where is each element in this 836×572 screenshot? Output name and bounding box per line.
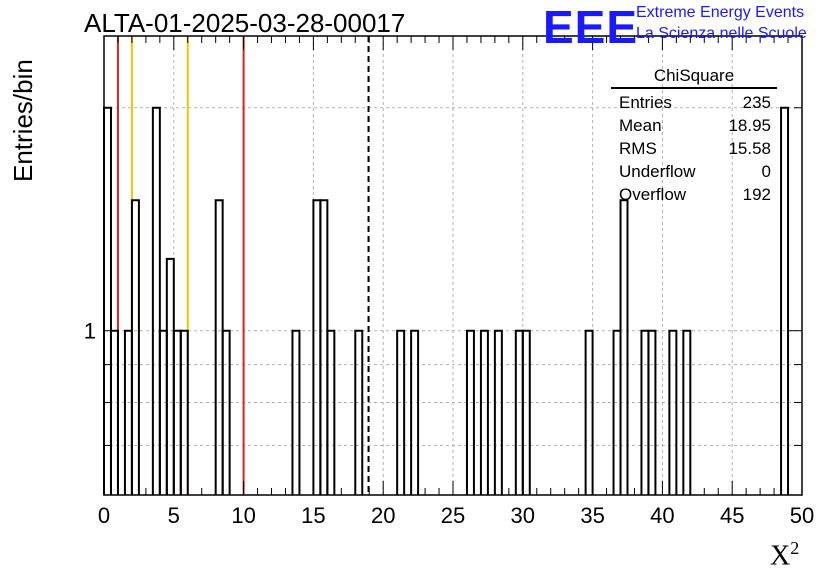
y-tick-label: 1	[84, 319, 96, 344]
x-axis-title-superscript: 2	[790, 538, 800, 558]
logo-text-line1: Extreme Energy Events	[636, 4, 805, 21]
x-tick-label: 40	[650, 503, 674, 528]
histogram-bin	[640, 329, 650, 495]
stats-label: Overflow	[619, 185, 687, 204]
histogram-bin	[493, 329, 503, 495]
stats-row-underflow: Underflow 0	[611, 160, 777, 183]
x-tick-label: 15	[301, 503, 325, 528]
x-tick-label: 20	[371, 503, 395, 528]
axis-ticks: 0 5 10 15 20 25 30 35 40 45 50 1	[84, 36, 814, 528]
x-tick-label: 5	[168, 503, 180, 528]
histogram-bin	[319, 199, 329, 495]
stats-value: 192	[742, 185, 771, 204]
eee-logo: EEE	[543, 1, 639, 53]
stats-value: 0	[761, 162, 771, 181]
x-tick-label: 10	[231, 503, 255, 528]
histogram-bin	[410, 329, 420, 495]
histogram-bin	[221, 329, 231, 495]
histogram-bin	[612, 329, 622, 495]
stats-title: ChiSquare	[611, 66, 777, 89]
histogram-bin	[780, 106, 790, 495]
logo-text-line2: La Scienza nelle Scuole	[636, 25, 807, 42]
x-tick-label: 25	[441, 503, 465, 528]
x-tick-label: 35	[580, 503, 604, 528]
stats-label: Entries	[619, 93, 672, 112]
histogram-bin	[179, 329, 189, 495]
histogram-bin	[130, 199, 140, 495]
histogram-bin	[291, 329, 301, 495]
histogram-bin	[584, 329, 594, 495]
histogram-bin	[103, 106, 112, 495]
stats-row-entries: Entries 235	[611, 91, 777, 114]
histogram-bin	[668, 329, 678, 495]
x-tick-label: 50	[790, 503, 814, 528]
histogram-bin	[151, 106, 161, 495]
stats-value: 235	[742, 93, 771, 112]
histogram-bin	[514, 329, 524, 495]
y-axis-title: Entries/bin	[8, 59, 38, 182]
run-title: ALTA-01-2025-03-28-00017	[84, 8, 406, 38]
x-axis-title-text: X	[770, 540, 791, 572]
histogram-bin	[214, 199, 224, 495]
stats-row-rms: RMS 15.58	[611, 137, 777, 160]
histogram-bin	[312, 199, 322, 495]
histogram-bin	[647, 329, 657, 495]
histogram-bin	[479, 329, 489, 495]
histogram-bin	[123, 329, 133, 495]
stats-row-overflow: Overflow 192	[611, 183, 777, 206]
x-tick-label: 30	[511, 503, 535, 528]
histogram-bin	[465, 329, 475, 495]
stats-label: Underflow	[619, 162, 696, 181]
stats-value: 15.58	[728, 139, 771, 158]
x-axis-title: X2	[770, 538, 799, 572]
stats-box: ChiSquare Entries 235 Mean 18.95 RMS 15.…	[611, 66, 777, 206]
stats-label: RMS	[619, 139, 657, 158]
histogram-bin	[682, 329, 692, 495]
histogram-bin	[109, 329, 119, 495]
stats-value: 18.95	[728, 116, 771, 135]
marker-layer	[116, 36, 370, 495]
histogram-bin	[396, 329, 406, 495]
x-tick-label: 45	[720, 503, 744, 528]
stats-row-mean: Mean 18.95	[611, 114, 777, 137]
histogram-bin	[165, 257, 175, 495]
histogram-bin	[158, 329, 168, 495]
stats-label: Mean	[619, 116, 662, 135]
histogram-bin	[354, 329, 364, 495]
histogram-bin	[172, 329, 182, 495]
histogram-bin	[521, 329, 531, 495]
histogram-bin	[619, 199, 629, 495]
x-tick-label: 0	[98, 503, 110, 528]
histogram-bin	[326, 329, 336, 495]
